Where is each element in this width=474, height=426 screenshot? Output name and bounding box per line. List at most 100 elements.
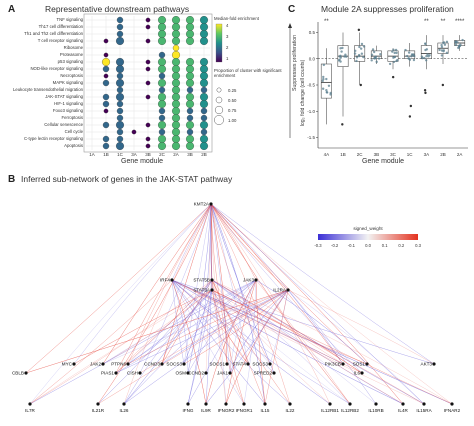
y-arrow-head	[288, 23, 292, 28]
weight-tick-label: -0.3	[314, 243, 322, 248]
network-edge	[205, 279, 257, 405]
network-node	[328, 402, 332, 406]
network-edge	[102, 289, 289, 365]
weight-tick-label: 0.2	[398, 243, 404, 248]
enrichment-dot	[102, 121, 110, 129]
box	[420, 45, 432, 59]
pathway-label: JAK-STAT signaling	[45, 93, 83, 99]
network-node	[210, 288, 214, 292]
network-edge	[243, 279, 257, 405]
node-label: SOCS1	[209, 362, 225, 367]
network-node	[126, 362, 130, 366]
enrichment-dot	[171, 86, 180, 95]
network-legend-title: signed_weight	[353, 226, 383, 231]
pathway-label: p53 signaling	[57, 58, 83, 64]
network-edge	[29, 289, 213, 405]
network-edge	[187, 279, 257, 405]
weight-tick-label: 0.1	[382, 243, 388, 248]
pathway-label: Cellular senescence	[44, 121, 83, 127]
weight-colorbar	[318, 234, 418, 240]
network-edge	[187, 289, 213, 405]
module-tick-label: 1A	[89, 152, 95, 157]
enrichment-dot	[158, 86, 166, 94]
size-legend-title: Proportion of cluster with significant e…	[214, 68, 282, 78]
network-edge	[210, 203, 228, 365]
pathway-label: TNF signaling	[56, 16, 83, 22]
data-point	[321, 79, 324, 83]
enrichment-dot	[185, 37, 194, 46]
outlier-point	[409, 104, 413, 108]
enrichment-dot	[199, 121, 208, 130]
enrichment-dot	[199, 29, 208, 38]
network-node	[401, 402, 405, 406]
enrichment-dot	[145, 24, 151, 30]
colorbar-tick: 4	[226, 23, 229, 28]
network-node	[422, 402, 426, 406]
enrichment-dot	[157, 22, 166, 31]
enrichment-dot	[116, 30, 124, 38]
network-edge	[73, 289, 213, 365]
data-point	[322, 75, 325, 79]
network-edge	[171, 279, 245, 405]
data-point	[341, 46, 344, 50]
data-point	[322, 63, 326, 67]
network-node	[254, 278, 258, 282]
enrichment-dot	[102, 65, 110, 73]
enrichment-dot	[158, 72, 166, 80]
data-point	[443, 43, 447, 46]
outlier-point	[341, 123, 344, 126]
data-point	[375, 60, 378, 64]
pathway-label: Ribosome	[63, 44, 83, 50]
network-node	[186, 402, 190, 406]
enrichment-dot	[171, 127, 180, 136]
network-node	[204, 402, 208, 406]
enrichment-dot	[200, 128, 208, 136]
network-edge	[211, 289, 363, 374]
data-point	[343, 55, 346, 58]
network-edge	[211, 279, 249, 365]
data-point	[405, 54, 409, 58]
enrichment-dot	[116, 135, 124, 143]
data-point	[457, 45, 461, 48]
network-edge	[210, 203, 331, 405]
data-point	[371, 48, 375, 51]
network-edge	[183, 279, 213, 365]
network-node	[204, 371, 208, 375]
network-edge	[115, 289, 289, 374]
network-edge	[115, 289, 213, 374]
enrichment-dot	[199, 37, 208, 46]
node-label: CISH	[127, 371, 138, 376]
enrichment-dot	[157, 79, 166, 88]
data-point	[395, 51, 398, 55]
data-point	[425, 55, 428, 58]
size-legend-label: 0.75	[228, 108, 237, 113]
size-legend-label: 0.25	[228, 88, 237, 93]
node-label: IL21R	[92, 408, 105, 413]
data-point	[370, 53, 374, 57]
node-label: IL15RA	[416, 408, 432, 413]
data-point	[362, 45, 366, 48]
data-point	[325, 89, 328, 92]
y-title-top: Suppresses proliferation	[292, 35, 298, 91]
network-edge	[29, 203, 212, 405]
data-point	[325, 77, 328, 81]
enrichment-dot	[103, 73, 109, 79]
data-point	[427, 55, 430, 58]
enrichment-dot	[116, 79, 125, 88]
enrichment-dot	[157, 58, 166, 67]
node-label: IFNGR2	[218, 408, 235, 413]
network-edge	[171, 279, 435, 365]
data-point	[440, 43, 443, 47]
data-point	[359, 47, 363, 50]
colorbar-tick: 1	[226, 56, 229, 61]
network-edge	[183, 289, 289, 365]
network-edge	[139, 289, 289, 374]
panel-b-letter: B	[8, 174, 16, 185]
data-point	[374, 55, 378, 58]
node-label: CBLB	[12, 371, 24, 376]
network-edge	[210, 203, 245, 405]
pathway-label: NOD-like receptor signaling	[30, 65, 83, 71]
enrichment-dot	[171, 65, 180, 74]
node-label: AKT3	[421, 362, 433, 367]
network-node	[450, 402, 454, 406]
